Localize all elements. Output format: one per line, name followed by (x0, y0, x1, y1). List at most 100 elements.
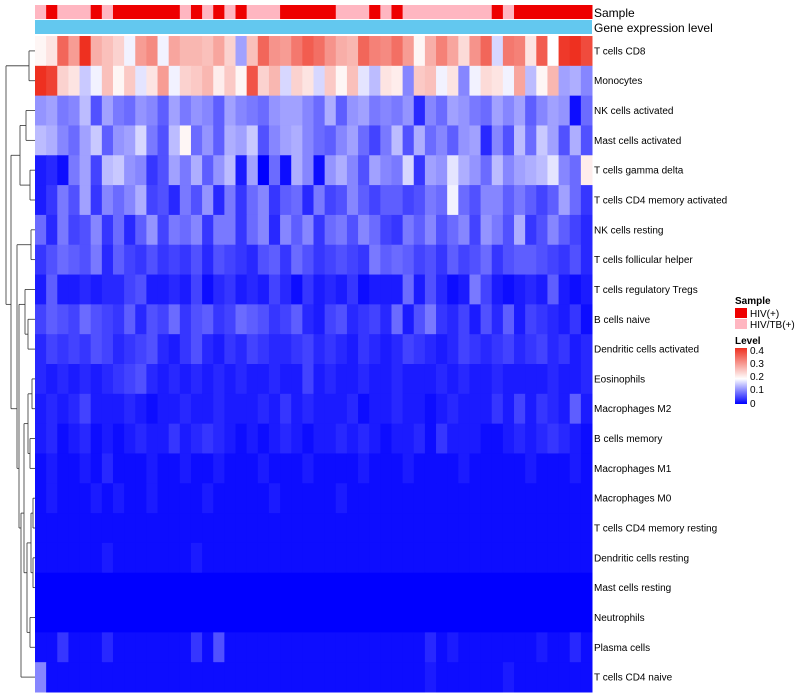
sample-annotation-cell (291, 5, 303, 19)
heatmap-cell (458, 423, 470, 454)
heatmap-cell (79, 542, 92, 574)
heatmap-cell (324, 542, 337, 574)
heatmap-cell (447, 214, 459, 246)
heatmap-cell (369, 274, 381, 305)
heatmap-cell (480, 393, 493, 425)
heatmap-cell (291, 632, 303, 663)
heatmap-cell (224, 453, 237, 484)
heatmap-cell (268, 662, 281, 693)
heatmap-cell (57, 513, 69, 544)
heatmap-cell (179, 483, 192, 514)
sample-annotation-cell (112, 5, 125, 19)
heatmap-cell (291, 274, 303, 305)
heatmap-cell (146, 572, 159, 604)
heatmap-cell (79, 214, 92, 246)
heatmap-cell (313, 572, 326, 604)
heatmap-cell (157, 393, 170, 425)
heatmap-cell (224, 334, 237, 365)
heatmap-cell (190, 244, 203, 276)
heatmap-cell (202, 542, 214, 574)
heatmap-cell (112, 513, 125, 544)
sample-annotation-cell (213, 5, 225, 19)
heatmap-cell (135, 453, 147, 484)
heatmap-cell (313, 65, 326, 97)
heatmap-cell (580, 334, 593, 365)
heatmap-cell (458, 572, 470, 604)
heatmap-cell (202, 155, 214, 186)
heatmap-cell (358, 513, 370, 544)
heatmap-cell (536, 95, 548, 126)
heatmap-cell (313, 185, 326, 216)
heatmap-cell (469, 214, 482, 246)
heatmap-cell (112, 65, 125, 97)
heatmap-cell (424, 423, 437, 454)
heatmap-cell (391, 214, 404, 246)
heatmap-cell (514, 304, 526, 335)
heatmap-cell (202, 244, 214, 276)
heatmap-cell (313, 304, 326, 335)
heatmap-cell (157, 95, 170, 126)
heatmap-cell (268, 513, 281, 544)
heatmap-cell (235, 125, 248, 156)
legend-tick-0-2: 0.2 (750, 372, 764, 383)
heatmap-cell (335, 572, 348, 604)
heatmap-cell (324, 125, 337, 156)
heatmap-cell (424, 393, 437, 425)
heatmap-cell (547, 632, 560, 663)
heatmap-cell (57, 244, 69, 276)
heatmap-cell (536, 393, 548, 425)
heatmap-cell (424, 36, 437, 67)
legend-label-hiv: HIV(+) (750, 309, 779, 320)
heatmap-cell (380, 513, 392, 544)
heatmap-cell (313, 393, 326, 425)
heatmap-cell (458, 125, 470, 156)
heatmap-cell (525, 155, 537, 186)
heatmap-cell (246, 483, 259, 514)
heatmap-cell (168, 542, 181, 574)
heatmap-cell (447, 483, 459, 514)
heatmap-cell (480, 334, 493, 365)
heatmap-cell (324, 602, 337, 633)
sample-annotation-cell (224, 5, 237, 19)
heatmap-cell (346, 602, 359, 633)
heatmap-cell (246, 214, 259, 246)
heatmap-cell (369, 393, 381, 425)
heatmap-cell (246, 36, 259, 67)
heatmap-cell (235, 364, 248, 395)
heatmap-cell (324, 423, 337, 454)
heatmap-cell (324, 65, 337, 97)
heatmap-cell (324, 483, 337, 514)
heatmap-cell (391, 185, 404, 216)
heatmap-cell (447, 36, 459, 67)
heatmap-cell (447, 632, 459, 663)
heatmap-cell (514, 423, 526, 454)
heatmap-cell (135, 542, 147, 574)
heatmap-cell (46, 572, 58, 604)
heatmap-cell (491, 304, 504, 335)
heatmap-cell (280, 274, 292, 305)
heatmap-cell (280, 393, 292, 425)
heatmap-cell (168, 393, 181, 425)
heatmap-cell (57, 334, 69, 365)
heatmap-cell (335, 65, 348, 97)
heatmap-cell (146, 155, 159, 186)
heatmap-cell (346, 304, 359, 335)
heatmap-cell (447, 334, 459, 365)
heatmap-cell (90, 334, 103, 365)
row-label: Dendritic cells activated (594, 345, 699, 356)
heatmap-cell (179, 602, 192, 633)
heatmap-cell (424, 602, 437, 633)
heatmap-cell (547, 393, 560, 425)
legend-tick-0-3: 0.3 (750, 359, 764, 370)
heatmap-cell (525, 542, 537, 574)
heatmap-cell (369, 572, 381, 604)
heatmap-cell (569, 602, 582, 633)
heatmap-cell (402, 274, 415, 305)
heatmap-cell (79, 483, 92, 514)
heatmap-cell (112, 95, 125, 126)
heatmap-cell (424, 572, 437, 604)
sample-annotation-cell (491, 5, 504, 19)
heatmap-cell (346, 364, 359, 395)
heatmap-cell (469, 274, 482, 305)
heatmap-cell (502, 304, 515, 335)
